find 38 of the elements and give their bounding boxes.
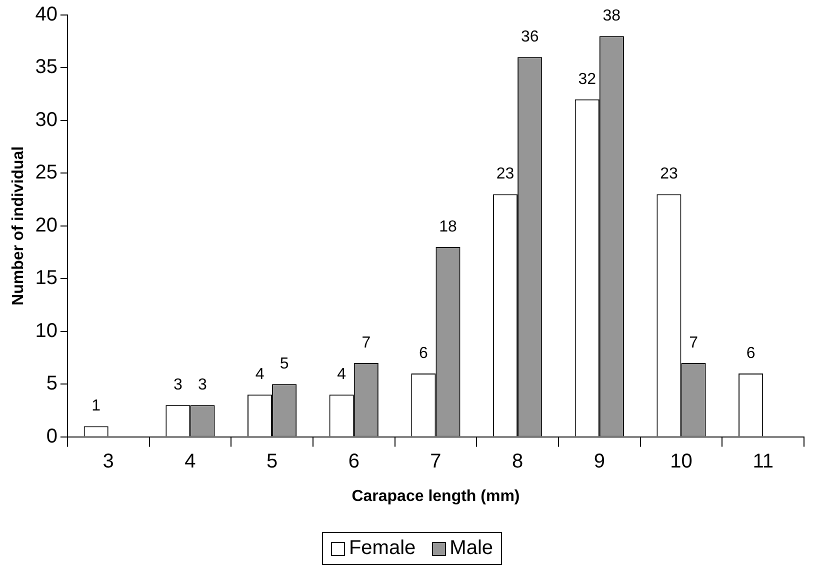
x-tick-label: 7 — [430, 450, 442, 472]
data-label: 38 — [602, 7, 621, 24]
y-tick-label: 5 — [46, 372, 58, 395]
x-tick-label: 3 — [102, 450, 114, 472]
x-tick-label: 10 — [670, 450, 692, 472]
y-tick-label: 0 — [46, 425, 58, 448]
data-label: 5 — [280, 355, 289, 372]
data-label: 18 — [439, 218, 457, 236]
y-tick-label: 20 — [35, 214, 58, 236]
data-label: 7 — [362, 334, 371, 352]
data-label: 7 — [689, 334, 698, 352]
data-label: 23 — [660, 166, 678, 183]
x-axis-title: Carapace length (mm) — [352, 488, 520, 505]
x-tick-label: 5 — [266, 450, 278, 472]
data-label: 3 — [198, 376, 208, 394]
y-tick-label: 35 — [35, 56, 58, 78]
data-label: 3 — [173, 376, 182, 394]
data-label: 4 — [337, 366, 346, 384]
x-tick-label: 8 — [512, 450, 524, 472]
y-tick-label: 15 — [35, 267, 58, 290]
y-axis-title: Number of individual — [10, 146, 28, 306]
data-label: 1 — [92, 398, 101, 415]
data-label: 6 — [418, 344, 428, 362]
x-tick-label: 11 — [752, 450, 774, 472]
x-tick-label: 6 — [348, 450, 360, 472]
legend-label: Male — [450, 537, 494, 560]
data-label: 4 — [255, 366, 264, 384]
data-label: 32 — [578, 70, 596, 88]
y-tick-label: 30 — [35, 108, 58, 131]
data-label: 6 — [746, 344, 756, 362]
data-label: 36 — [520, 28, 539, 46]
y-tick-label: 40 — [35, 4, 58, 26]
x-tick-label: 9 — [594, 450, 605, 472]
data-label: 23 — [496, 166, 514, 183]
y-tick-label: 10 — [35, 320, 58, 342]
x-tick-label: 4 — [184, 450, 196, 472]
y-tick-label: 25 — [35, 162, 58, 184]
legend-label: Female — [348, 537, 416, 560]
